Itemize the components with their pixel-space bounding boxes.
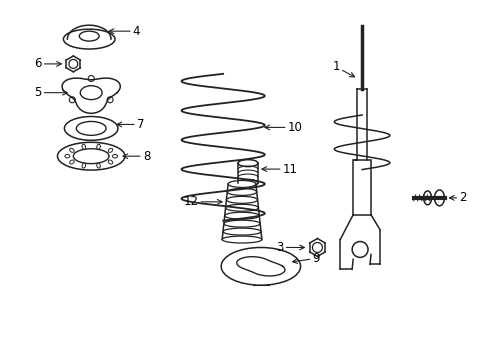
Text: 6: 6 xyxy=(34,57,61,71)
Ellipse shape xyxy=(69,148,74,152)
Ellipse shape xyxy=(227,188,256,195)
Ellipse shape xyxy=(82,163,85,168)
Ellipse shape xyxy=(108,148,112,152)
Text: 8: 8 xyxy=(123,150,150,163)
Text: 4: 4 xyxy=(109,24,140,38)
Ellipse shape xyxy=(238,180,257,186)
Ellipse shape xyxy=(228,180,255,188)
Text: 5: 5 xyxy=(34,86,67,99)
Ellipse shape xyxy=(423,191,431,205)
Text: 2: 2 xyxy=(448,192,466,204)
Ellipse shape xyxy=(82,144,85,149)
Ellipse shape xyxy=(223,228,261,235)
Text: 1: 1 xyxy=(332,60,354,77)
Ellipse shape xyxy=(225,204,258,211)
Text: 7: 7 xyxy=(117,118,144,131)
Text: 12: 12 xyxy=(183,195,222,208)
Ellipse shape xyxy=(222,236,262,243)
Ellipse shape xyxy=(97,144,100,149)
Ellipse shape xyxy=(224,212,259,219)
Ellipse shape xyxy=(224,220,260,227)
Ellipse shape xyxy=(108,160,112,164)
Ellipse shape xyxy=(434,190,444,206)
Text: 11: 11 xyxy=(262,163,297,176)
Ellipse shape xyxy=(112,154,117,158)
Ellipse shape xyxy=(97,163,100,168)
Ellipse shape xyxy=(226,196,257,203)
Text: 10: 10 xyxy=(264,121,302,134)
Text: 3: 3 xyxy=(276,241,304,254)
Ellipse shape xyxy=(69,160,74,164)
Text: 9: 9 xyxy=(292,252,319,265)
Ellipse shape xyxy=(65,154,70,158)
